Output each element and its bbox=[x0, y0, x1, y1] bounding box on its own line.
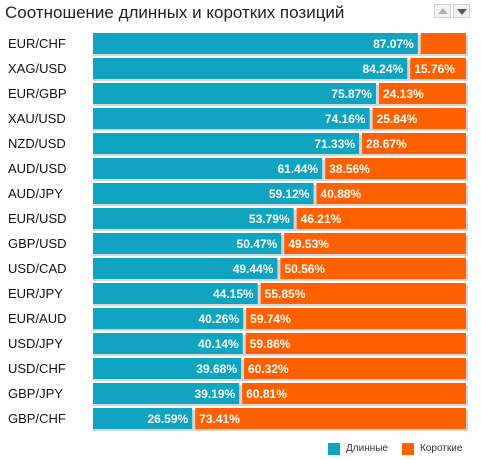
bar-short bbox=[195, 408, 466, 429]
sort-up-button[interactable] bbox=[434, 4, 451, 18]
bar-long bbox=[93, 333, 243, 354]
value-label-long: 44.15% bbox=[213, 287, 254, 301]
category-label: XAU/USD bbox=[8, 111, 66, 126]
value-label-long: 75.87% bbox=[331, 87, 372, 101]
value-label-long: 39.19% bbox=[194, 387, 235, 401]
value-label-short: 46.21% bbox=[301, 212, 342, 226]
bar-short bbox=[316, 183, 466, 204]
bar-short bbox=[246, 308, 466, 329]
category-label: AUD/USD bbox=[8, 161, 67, 176]
value-label-short: 40.88% bbox=[321, 187, 362, 201]
value-label-short: 55.85% bbox=[265, 287, 306, 301]
value-label-long: 39.68% bbox=[196, 362, 237, 376]
value-label-long: 61.44% bbox=[277, 162, 318, 176]
value-label-short: 73.41% bbox=[199, 412, 240, 426]
bar-long bbox=[93, 183, 314, 204]
bar-short bbox=[260, 283, 466, 304]
category-label: USD/CAD bbox=[8, 261, 67, 276]
category-label: XAG/USD bbox=[8, 61, 67, 76]
bar-short bbox=[280, 258, 466, 279]
category-label: EUR/CHF bbox=[8, 36, 66, 51]
value-label-long: 59.12% bbox=[269, 187, 310, 201]
category-label: EUR/USD bbox=[8, 211, 67, 226]
sort-down-button[interactable] bbox=[453, 4, 470, 18]
bar-long bbox=[93, 158, 323, 179]
bar-short bbox=[378, 83, 466, 104]
category-label: USD/CHF bbox=[8, 361, 66, 376]
legend-swatch-long bbox=[328, 443, 340, 455]
category-label: USD/JPY bbox=[8, 336, 63, 351]
value-label-long: 26.59% bbox=[147, 412, 188, 426]
bar-short bbox=[284, 233, 466, 254]
value-label-long: 53.79% bbox=[249, 212, 290, 226]
category-label: AUD/JPY bbox=[8, 186, 63, 201]
triangle-up-icon bbox=[438, 8, 448, 14]
category-label: EUR/GBP bbox=[8, 86, 67, 101]
triangle-down-icon bbox=[457, 9, 467, 15]
bar-short bbox=[242, 383, 466, 404]
value-label-short: 25.84% bbox=[377, 112, 418, 126]
value-label-long: 84.24% bbox=[363, 62, 404, 76]
category-label: GBP/CHF bbox=[8, 411, 66, 426]
value-label-long: 74.16% bbox=[325, 112, 366, 126]
bar-long bbox=[93, 33, 418, 54]
bar-long bbox=[93, 308, 244, 329]
bar-long bbox=[93, 208, 294, 229]
category-label: NZD/USD bbox=[8, 136, 66, 151]
value-label-short: 59.74% bbox=[250, 312, 291, 326]
bar-long bbox=[93, 83, 376, 104]
category-label: EUR/JPY bbox=[8, 286, 63, 301]
legend-label-long: Длинные bbox=[346, 443, 388, 454]
value-label-long: 40.14% bbox=[198, 337, 239, 351]
value-label-long: 87.07% bbox=[373, 37, 414, 51]
value-label-short: 15.76% bbox=[414, 62, 455, 76]
chart-header: Соотношение длинных и коротких позиций bbox=[0, 0, 481, 28]
bar-long bbox=[93, 58, 408, 79]
bar-long bbox=[93, 108, 370, 129]
bar-short bbox=[245, 333, 466, 354]
category-label: GBP/JPY bbox=[8, 386, 63, 401]
value-label-short: 28.67% bbox=[366, 137, 407, 151]
value-label-short: 50.56% bbox=[284, 262, 325, 276]
legend-label-short: Короткие bbox=[420, 443, 463, 454]
legend: Длинные Короткие bbox=[0, 443, 481, 457]
value-label-short: 59.86% bbox=[250, 337, 291, 351]
bar-long bbox=[93, 133, 360, 154]
bar-short bbox=[244, 358, 466, 379]
bar-long bbox=[93, 408, 193, 429]
value-label-long: 49.44% bbox=[233, 262, 274, 276]
value-label-long: 71.33% bbox=[314, 137, 355, 151]
bar-short bbox=[372, 108, 466, 129]
bar-short bbox=[420, 33, 466, 54]
value-label-short: 38.56% bbox=[329, 162, 370, 176]
bar-short bbox=[325, 158, 466, 179]
bar-long bbox=[93, 383, 240, 404]
bar-short bbox=[410, 58, 466, 79]
ratio-chart: EUR/CHF 87.07% XAG/USD 84.24% 15.76% EUR/GBP 7… bbox=[8, 33, 468, 431]
bar-long bbox=[93, 233, 282, 254]
chart-title: Соотношение длинных и коротких позиций bbox=[5, 3, 345, 22]
value-label-short: 24.13% bbox=[383, 87, 424, 101]
bar-short bbox=[296, 208, 466, 229]
category-label: GBP/USD bbox=[8, 236, 67, 251]
bar-long bbox=[93, 358, 242, 379]
bar-long bbox=[93, 283, 258, 304]
category-label: EUR/AUD bbox=[8, 311, 67, 326]
bar-short bbox=[362, 133, 466, 154]
bar-long bbox=[93, 258, 278, 279]
value-label-long: 40.26% bbox=[198, 312, 239, 326]
value-label-short: 49.53% bbox=[288, 237, 329, 251]
value-label-short: 60.81% bbox=[246, 387, 287, 401]
legend-swatch-short bbox=[402, 443, 414, 455]
value-label-short: 60.32% bbox=[248, 362, 289, 376]
value-label-long: 50.47% bbox=[237, 237, 278, 251]
